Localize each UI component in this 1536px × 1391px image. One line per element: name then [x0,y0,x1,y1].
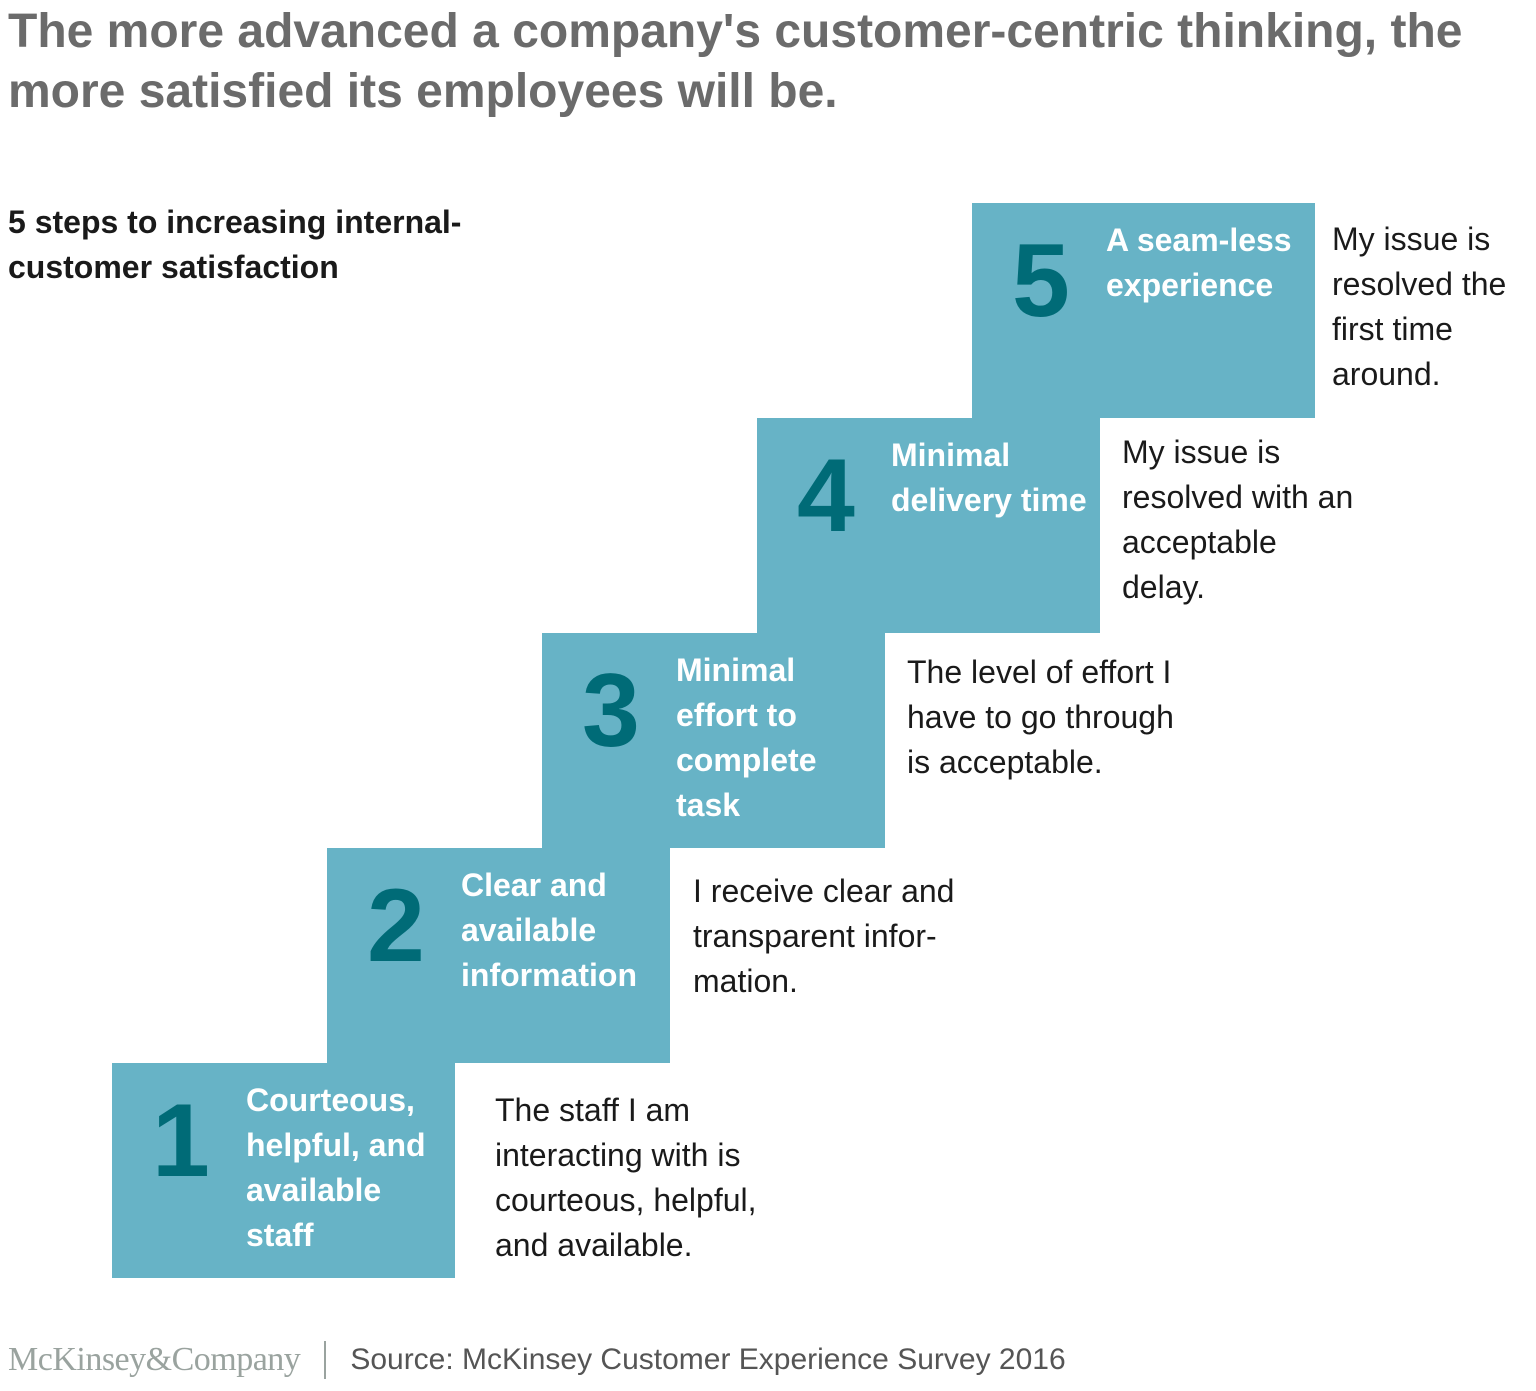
step-number: 5 [1012,223,1070,339]
step-2-box: 2 Clear and available information [327,848,670,1063]
step-label: Minimal effort to complete task [676,652,817,823]
step-5-box: 5 A seam-less experience [972,203,1315,418]
step-2-description: I receive clear and transparent infor-ma… [693,873,955,999]
footer: McKinsey&Company Source: McKinsey Custom… [8,1340,1066,1380]
step-label: Minimal delivery time [891,437,1087,518]
source-note: Source: McKinsey Customer Experience Sur… [350,1343,1066,1376]
step-4-description: My issue is resolved with an acceptable … [1122,434,1354,605]
step-3-description: The level of effort I have to go through… [907,654,1174,780]
step-number: 1 [152,1083,210,1199]
step-5-description: My issue is resolved the first time arou… [1332,221,1507,392]
step-label: Clear and available information [461,867,637,993]
step-label: Courteous, helpful, and available staff [246,1082,426,1253]
mckinsey-logo: McKinsey&Company [8,1341,301,1378]
step-number: 3 [582,653,640,769]
step-number: 4 [797,438,855,554]
step-4-box: 4 Minimal delivery time [757,418,1100,633]
step-1-box: 1 Courteous, helpful, and available staf… [112,1063,455,1278]
subtitle: 5 steps to increasing internal-customer … [8,204,462,285]
step-label: A seam-less experience [1106,222,1292,303]
page-title: The more advanced a company's customer-c… [8,5,1463,118]
step-3-box: 3 Minimal effort to complete task [542,633,885,848]
step-number: 2 [367,868,425,984]
step-1-description: The staff I am interacting with is court… [495,1092,757,1263]
footer-divider [324,1341,327,1379]
